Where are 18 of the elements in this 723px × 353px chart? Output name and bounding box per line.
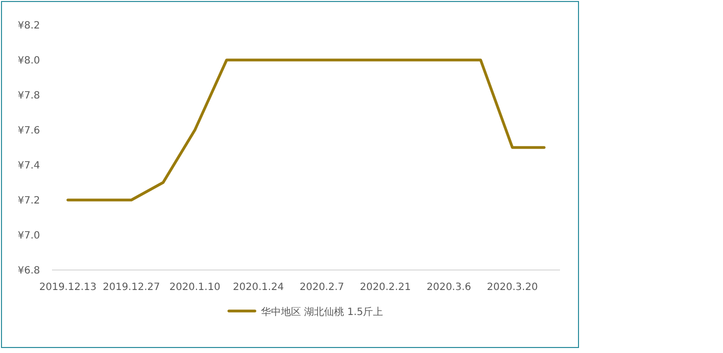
y-tick-label: ¥7.4 [18, 160, 40, 172]
line-series [66, 58, 546, 202]
y-tick-label: ¥7.8 [18, 90, 40, 102]
x-tick-label: 2019.12.27 [102, 282, 160, 293]
y-tick-label: ¥7.6 [18, 126, 40, 136]
x-tick-label: 2020.2.21 [360, 282, 411, 293]
legend-label: 华中地区 湖北仙桃 1.5斤上 [260, 306, 384, 318]
x-tick-label: 2020.1.10 [169, 282, 220, 293]
x-tick-label: 2020.3.20 [486, 282, 538, 293]
y-tick-label: ¥7.0 [18, 230, 40, 242]
x-tick-label: 2019.12.13 [39, 282, 97, 293]
y-tick-label: ¥7.2 [18, 196, 40, 206]
x-tick-label: 2020.2.7 [300, 282, 344, 293]
x-tick-label: 2020.3.6 [426, 282, 472, 293]
y-tick-label: ¥6.8 [18, 266, 40, 276]
y-tick-label: ¥8.2 [18, 20, 40, 32]
y-tick-label: ¥8.0 [18, 56, 40, 66]
x-tick-label: 2020.1.24 [232, 282, 284, 293]
